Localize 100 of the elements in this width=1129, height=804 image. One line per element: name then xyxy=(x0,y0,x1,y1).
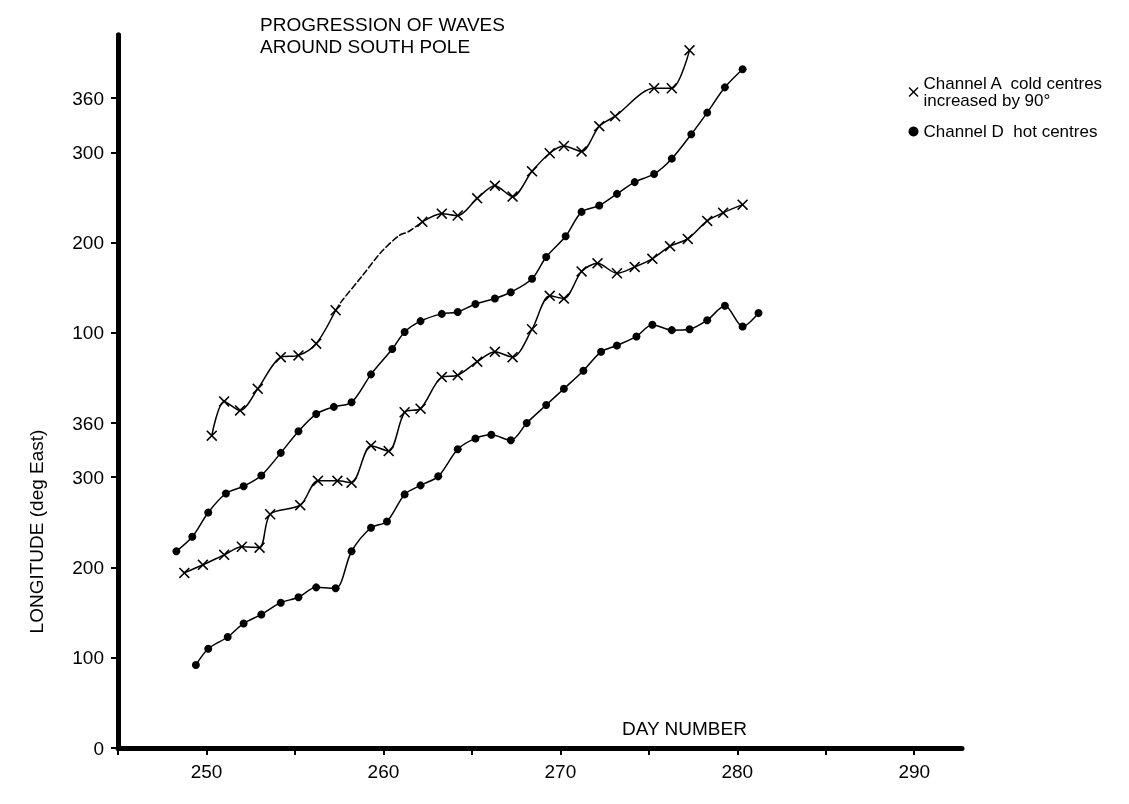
point xyxy=(471,192,483,204)
point xyxy=(648,320,657,329)
point xyxy=(257,471,266,480)
x-tick-label: 270 xyxy=(544,761,577,782)
point xyxy=(754,308,763,317)
point xyxy=(489,180,501,192)
x-tick-label: 260 xyxy=(367,761,400,782)
point xyxy=(276,598,285,607)
point xyxy=(612,189,621,198)
x-tick-label: 290 xyxy=(898,761,931,782)
point xyxy=(507,351,519,363)
y-tick-label: 0 xyxy=(93,737,104,759)
point xyxy=(471,434,480,443)
point xyxy=(239,482,248,491)
point xyxy=(294,593,303,602)
point xyxy=(453,445,462,454)
point xyxy=(416,216,428,228)
point xyxy=(331,475,343,487)
point xyxy=(612,341,621,350)
point xyxy=(257,610,266,619)
point xyxy=(236,541,248,553)
point xyxy=(437,309,446,318)
point xyxy=(223,632,232,641)
point xyxy=(471,299,480,308)
point xyxy=(542,253,551,262)
point xyxy=(579,366,588,375)
point xyxy=(629,261,641,273)
point xyxy=(489,346,501,358)
point xyxy=(666,82,678,94)
point xyxy=(365,440,377,452)
point xyxy=(684,44,696,56)
y-tick-label: 200 xyxy=(72,556,104,578)
point xyxy=(221,489,230,498)
point xyxy=(630,178,639,187)
point xyxy=(312,475,324,487)
point xyxy=(254,542,266,554)
point xyxy=(400,490,409,499)
point xyxy=(738,65,747,74)
point xyxy=(346,477,358,489)
point xyxy=(561,232,570,241)
point xyxy=(682,233,694,245)
point xyxy=(400,327,409,336)
point xyxy=(597,347,606,356)
point xyxy=(434,472,443,481)
point xyxy=(294,427,303,436)
point xyxy=(487,430,496,439)
chart-title: PROGRESSION OF WAVES AROUND SOUTH POLE xyxy=(260,13,505,57)
point xyxy=(206,430,218,442)
point xyxy=(312,583,321,592)
point xyxy=(577,207,586,216)
point xyxy=(415,403,427,415)
point xyxy=(526,323,538,335)
point xyxy=(720,83,729,92)
point xyxy=(558,140,570,152)
point xyxy=(234,404,246,416)
point xyxy=(685,325,694,334)
point xyxy=(544,290,556,302)
point xyxy=(593,120,605,132)
point xyxy=(667,154,676,163)
point xyxy=(347,547,356,556)
point xyxy=(367,523,376,532)
legend-label: Channel D hot centres xyxy=(923,122,1098,141)
point xyxy=(294,499,306,511)
legend-label: Channel A cold centres increased by 90° xyxy=(923,74,1103,110)
point xyxy=(559,384,568,393)
point xyxy=(650,169,659,178)
point xyxy=(330,304,342,316)
x-tick-label: 250 xyxy=(190,761,223,782)
y-tick-label: 300 xyxy=(72,466,104,488)
point xyxy=(264,508,276,520)
point xyxy=(507,191,519,203)
y-tick-label: 360 xyxy=(72,412,104,434)
point xyxy=(664,240,676,252)
point xyxy=(701,215,713,227)
point xyxy=(738,322,747,331)
point xyxy=(452,369,464,381)
point xyxy=(490,294,499,303)
point xyxy=(312,410,321,419)
point xyxy=(382,517,391,526)
point xyxy=(197,559,209,571)
point xyxy=(528,274,537,283)
point xyxy=(367,370,376,379)
point xyxy=(609,110,621,122)
point xyxy=(737,199,749,211)
point xyxy=(667,326,676,335)
point xyxy=(506,436,515,445)
point xyxy=(595,201,604,210)
point xyxy=(576,145,588,157)
point xyxy=(717,207,729,219)
point xyxy=(331,584,340,593)
point xyxy=(436,208,448,220)
point xyxy=(452,210,464,222)
point xyxy=(275,351,287,363)
point xyxy=(292,349,304,361)
point xyxy=(703,316,712,325)
point xyxy=(218,395,230,407)
point xyxy=(172,547,181,556)
point xyxy=(329,402,338,411)
y2-axis-title: LONGITUDE (deg East) xyxy=(26,429,47,634)
point xyxy=(347,398,356,407)
